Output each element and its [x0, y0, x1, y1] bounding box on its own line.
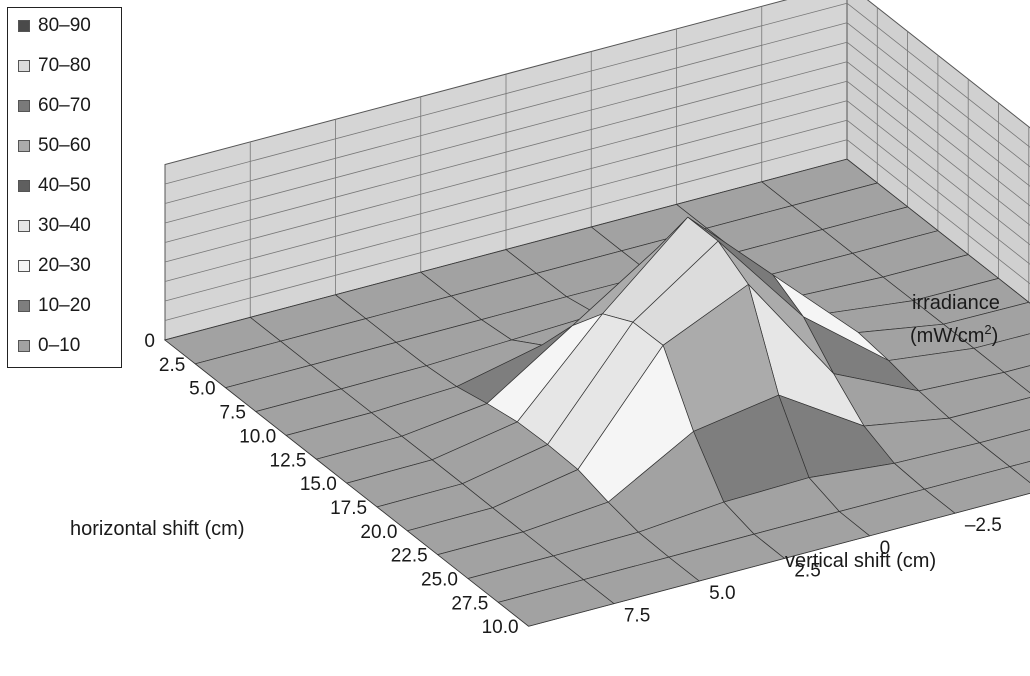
- legend-label: 0–10: [38, 335, 81, 356]
- axis-ticks: 02.55.07.510.012.515.017.520.022.525.027…: [144, 331, 1002, 638]
- legend-item: 60–70: [18, 94, 91, 118]
- y-axis-title: vertical shift (cm): [785, 550, 936, 572]
- y-tick-label: 0: [880, 538, 891, 559]
- legend-swatch: [18, 260, 30, 272]
- x-tick-label: 10.0: [239, 426, 276, 447]
- legend-label: 60–70: [38, 95, 91, 116]
- legend-swatch: [18, 340, 30, 352]
- legend-item: 40–50: [18, 174, 91, 198]
- legend-item: 30–40: [18, 214, 91, 238]
- chart-walls: [164, 0, 1030, 341]
- z-axis-title-line1: irradiance: [912, 292, 1000, 314]
- x-tick-label: 20.0: [360, 522, 397, 543]
- x-tick-label: 17.5: [330, 498, 367, 519]
- x-tick-label: 15.0: [300, 474, 337, 495]
- legend-item: 20–30: [18, 254, 91, 278]
- y-tick-label: –2.5: [965, 515, 1002, 536]
- legend-item: 50–60: [18, 134, 91, 158]
- legend-label: 30–40: [38, 215, 91, 236]
- surface-cell: [497, 579, 615, 627]
- legend-swatch: [18, 60, 30, 72]
- legend-item: 10–20: [18, 294, 91, 318]
- legend-swatch: [18, 20, 30, 32]
- x-tick-label: 2.5: [159, 355, 185, 376]
- legend-swatch: [18, 100, 30, 112]
- y-tick-label: 5.0: [709, 583, 735, 604]
- x-tick-label: 5.0: [189, 379, 215, 400]
- legend-item: 70–80: [18, 54, 91, 78]
- legend-swatch: [18, 140, 30, 152]
- x-tick-label: 25.0: [421, 570, 458, 591]
- legend-label: 10–20: [38, 295, 91, 316]
- irradiance-surface: [164, 158, 1030, 627]
- x-tick-label: 0: [144, 331, 155, 352]
- legend-label: 70–80: [38, 55, 91, 76]
- y-tick-label: 7.5: [624, 606, 650, 627]
- legend-label: 50–60: [38, 135, 91, 156]
- legend-label: 40–50: [38, 175, 91, 196]
- legend-swatch: [18, 300, 30, 312]
- x-tick-label: 22.5: [391, 546, 428, 567]
- legend-item: 80–90: [18, 14, 91, 38]
- x-axis-title: horizontal shift (cm): [70, 518, 245, 540]
- chart-legend: 80–90 70–80 60–70 50–60 40–50 30–40 20–3…: [7, 7, 122, 368]
- legend-label: 80–90: [38, 15, 91, 36]
- y-tick-label: 2.5: [794, 560, 820, 581]
- x-tick-label: 10.0: [482, 617, 519, 638]
- legend-swatch: [18, 220, 30, 232]
- x-tick-label: 7.5: [219, 403, 245, 424]
- x-tick-label: 27.5: [451, 593, 488, 614]
- z-axis-title-line2: (mW/cm2): [910, 322, 998, 347]
- legend-label: 20–30: [38, 255, 91, 276]
- legend-item: 0–10: [18, 334, 80, 358]
- legend-swatch: [18, 180, 30, 192]
- x-tick-label: 12.5: [270, 450, 307, 471]
